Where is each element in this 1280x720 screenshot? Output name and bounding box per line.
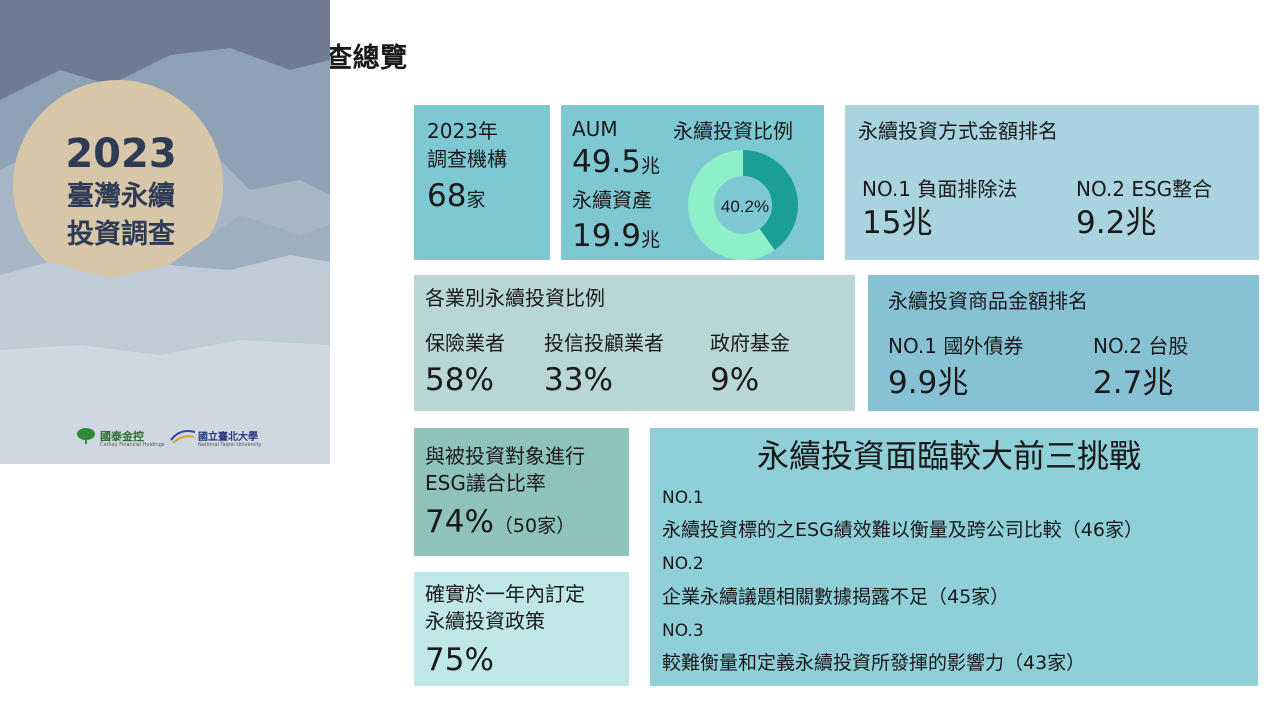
engagement-line2: ESG議合比率 xyxy=(425,471,546,495)
policy-value: 75% xyxy=(425,642,494,678)
cathay-tree-icon xyxy=(77,428,95,444)
donut-share-arc xyxy=(688,150,798,260)
method-2-value: 9.2 xyxy=(1076,205,1126,241)
aum-unit: 兆 xyxy=(641,155,661,177)
cathay-logo-text: 國泰金控 xyxy=(100,430,144,443)
sector-3-name: 政府基金 xyxy=(710,331,790,355)
policy-line1: 確實於一年內訂定 xyxy=(425,582,585,606)
esg-engagement-card: 與被投資對象進行 ESG議合比率 74%（50家） xyxy=(414,428,629,556)
method-2-unit: 兆 xyxy=(1125,205,1157,241)
top-challenges-card: 永續投資面臨較大前三挑戰 NO.1 永續投資標的之ESG績效難以衡量及跨公司比較… xyxy=(650,428,1258,686)
engagement-line1: 與被投資對象進行 xyxy=(425,444,585,468)
ntpu-logo-subtext: National Taipei University xyxy=(198,442,262,448)
engagement-count: （50家） xyxy=(493,515,576,537)
method-2-name: ESG整合 xyxy=(1131,177,1213,201)
sustainable-assets-label: 永續資產 xyxy=(572,188,652,212)
products-title: 永續投資商品金額排名 xyxy=(888,289,1088,313)
sustainable-assets-value: 19.9 xyxy=(572,218,642,254)
product-1-unit: 兆 xyxy=(937,365,969,401)
engagement-value: 74% xyxy=(425,504,494,540)
product-2-rank: NO.2 xyxy=(1093,334,1142,358)
sustainable-assets-unit: 兆 xyxy=(641,229,661,251)
sector-ratio-card: 各業別永續投資比例 保險業者 58% 投信投顧業者 33% 政府基金 9% xyxy=(414,275,855,411)
challenge-3-rank: NO.3 xyxy=(662,621,704,641)
policy-line2: 永續投資政策 xyxy=(425,609,545,633)
cathay-logo-subtext: Cathay Financial Holdings xyxy=(100,442,165,448)
method-1-unit: 兆 xyxy=(901,205,933,241)
donut-center-label: 40.2% xyxy=(721,197,769,216)
investment-methods-card: 永續投資方式金額排名 NO.1 負面排除法 15兆 NO.2 ESG整合 9.2… xyxy=(845,105,1259,260)
sector-2-value: 33% xyxy=(544,362,613,398)
survey-count: 68 xyxy=(427,178,467,214)
sustainable-ratio-donut: 40.2% xyxy=(688,150,798,260)
challenge-1-rank: NO.1 xyxy=(662,488,704,508)
challenge-2-rank: NO.2 xyxy=(662,554,704,574)
aum-label: AUM xyxy=(572,117,618,141)
product-2-value: 2.7 xyxy=(1093,365,1143,401)
sector-1-name: 保險業者 xyxy=(425,331,505,355)
product-1-name: 國外債券 xyxy=(943,334,1024,358)
report-cover-image: 2023 臺灣永續 投資調查 國泰金控 Cathay Financial Hol… xyxy=(0,0,330,464)
method-1-name: 負面排除法 xyxy=(917,177,1018,201)
product-1-rank: NO.1 xyxy=(888,334,937,358)
survey-label: 調查機構 xyxy=(427,147,507,171)
product-2-unit: 兆 xyxy=(1142,365,1174,401)
survey-year-label: 2023年 xyxy=(427,119,498,143)
cover-mountains-graphic xyxy=(0,0,330,464)
ntpu-logo-text: 國立臺北大學 xyxy=(198,432,258,443)
survey-unit: 家 xyxy=(466,189,486,211)
sectors-title: 各業別永續投資比例 xyxy=(425,286,605,310)
survey-institutions-card: 2023年 調查機構 68家 xyxy=(414,105,550,260)
investment-products-card: 永續投資商品金額排名 NO.1 國外債券 9.9兆 NO.2 台股 2.7兆 xyxy=(868,275,1259,411)
method-2-rank: NO.2 xyxy=(1076,177,1125,201)
method-1-rank: NO.1 xyxy=(862,177,911,201)
investment-policy-card: 確實於一年內訂定 永續投資政策 75% xyxy=(414,572,629,686)
cover-year: 2023 xyxy=(65,131,177,177)
aum-value: 49.5 xyxy=(572,144,642,180)
ntpu-logo-icon xyxy=(170,430,196,444)
cover-title-line1: 臺灣永續 xyxy=(67,181,175,212)
challenges-title: 永續投資面臨較大前三挑戰 xyxy=(756,437,1141,475)
challenge-2-text: 企業永續議題相關數據揭露不足（45家） xyxy=(662,586,1010,608)
product-2-name: 台股 xyxy=(1148,334,1189,358)
cover-title-line2: 投資調查 xyxy=(67,219,175,250)
sector-3-value: 9% xyxy=(710,362,760,398)
challenge-1-text: 永續投資標的之ESG績效難以衡量及跨公司比較（46家） xyxy=(662,519,1143,541)
methods-title: 永續投資方式金額排名 xyxy=(858,119,1058,143)
sector-2-name: 投信投顧業者 xyxy=(544,331,664,355)
sector-1-value: 58% xyxy=(425,362,494,398)
product-1-value: 9.9 xyxy=(888,365,938,401)
method-1-value: 15 xyxy=(862,205,902,241)
sustainable-ratio-title: 永續投資比例 xyxy=(673,119,793,143)
aum-card: AUM 49.5兆 永續資產 19.9兆 永續投資比例 40.2% xyxy=(561,105,824,260)
challenge-3-text: 較難衡量和定義永續投資所發揮的影響力（43家） xyxy=(662,652,1086,674)
